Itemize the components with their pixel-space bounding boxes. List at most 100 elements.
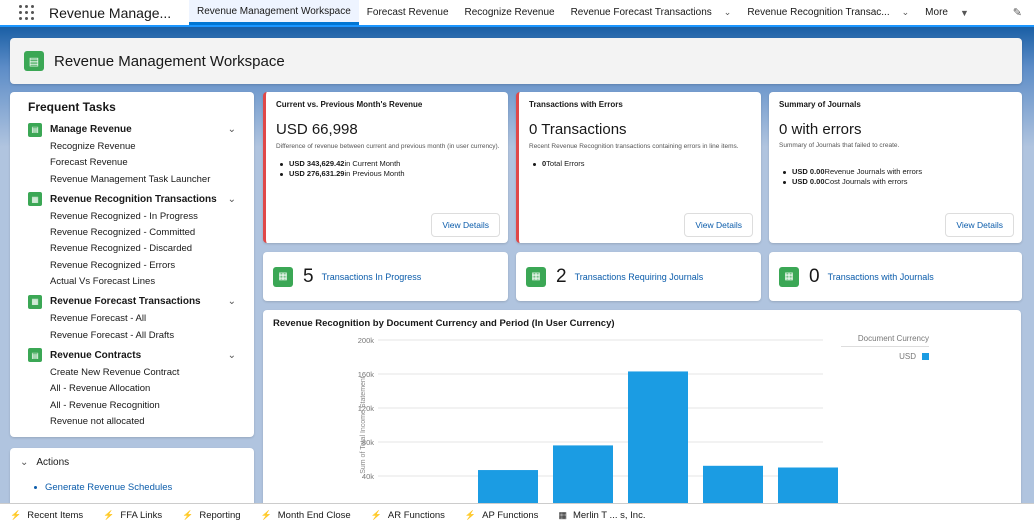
kpi-list-item: USD 276,631.29 in Previous Month bbox=[276, 169, 498, 179]
kpi-item-value: USD 343,629.42 bbox=[289, 159, 345, 168]
task-group-revenue-recognition-transactions[interactable]: ▦ Revenue Recognition Transactions ⌄ bbox=[28, 190, 236, 209]
tab-more[interactable]: More ▼ bbox=[917, 0, 977, 25]
chart-bar[interactable] bbox=[778, 467, 838, 511]
task-link[interactable]: Revenue Forecast - All bbox=[50, 313, 147, 325]
bullet-icon bbox=[783, 170, 786, 174]
chart-icon: ▤ bbox=[28, 122, 42, 137]
page-header: ▤ Revenue Management Workspace bbox=[10, 38, 1022, 84]
task-link[interactable]: Revenue Management Task Launcher bbox=[50, 173, 211, 185]
task-link[interactable]: Create New Revenue Contract bbox=[50, 366, 180, 378]
task-link[interactable]: Revenue Recognized - Committed bbox=[50, 227, 196, 239]
chart-bar[interactable] bbox=[628, 371, 688, 510]
bullet-icon bbox=[280, 172, 283, 176]
actions-header[interactable]: ⌄ Actions bbox=[10, 448, 254, 476]
kpi-list-item: USD 0.00 Cost Journals with errors bbox=[779, 177, 1012, 187]
chart-bar[interactable] bbox=[553, 445, 613, 510]
tab-label: Revenue Forecast Transactions bbox=[570, 7, 712, 18]
kpi-description: Summary of Journals that failed to creat… bbox=[779, 142, 900, 149]
y-axis-label: Sum of Total Income Statement bbox=[360, 376, 367, 474]
kpi-list-item: USD 343,629.42 in Current Month bbox=[276, 159, 498, 169]
task-link[interactable]: Forecast Revenue bbox=[50, 157, 128, 169]
task-group-revenue-contracts[interactable]: ▤ Revenue Contracts ⌄ bbox=[28, 346, 236, 365]
task-link[interactable]: All - Revenue Recognition bbox=[50, 399, 160, 411]
lightning-icon: ⚡ bbox=[464, 509, 477, 520]
kpi-item-text: in Current Month bbox=[344, 159, 401, 168]
legend-entry[interactable]: USD bbox=[841, 352, 929, 361]
task-group-label: Manage Revenue bbox=[50, 124, 132, 135]
utility-label: Reporting bbox=[199, 509, 241, 521]
kpi-title: Current vs. Previous Month's Revenue bbox=[276, 100, 423, 109]
actions-panel: ⌄ Actions Generate Revenue Schedules bbox=[10, 448, 254, 508]
task-link[interactable]: All - Revenue Allocation bbox=[50, 383, 151, 395]
bullet-icon bbox=[783, 180, 786, 184]
lightning-icon: ⚡ bbox=[103, 509, 115, 520]
tab-revenue-recognition-transactions[interactable]: Revenue Recognition Transac... ⌄ bbox=[739, 0, 917, 25]
chevron-down-icon[interactable]: ⌄ bbox=[227, 296, 236, 308]
revenue-chart-card: Revenue Recognition by Document Currency… bbox=[263, 310, 1021, 510]
transactions-icon: ▦ bbox=[526, 266, 546, 287]
tab-label: Revenue Management Workspace bbox=[197, 5, 351, 17]
task-link[interactable]: Revenue Recognized - Errors bbox=[50, 259, 176, 271]
lightning-icon: ⚡ bbox=[370, 509, 382, 520]
bullet-icon bbox=[34, 486, 37, 489]
kpi-item-text: Total Errors bbox=[546, 159, 585, 168]
view-details-button[interactable]: View Details bbox=[684, 213, 753, 237]
task-link[interactable]: Revenue not allocated bbox=[50, 415, 145, 427]
utility-item-reporting[interactable]: ⚡ Reporting bbox=[182, 510, 240, 521]
task-link[interactable]: Revenue Forecast - All Drafts bbox=[50, 329, 175, 341]
utility-item-ffa-links[interactable]: ⚡ FFA Links bbox=[103, 510, 162, 521]
task-link[interactable]: Revenue Recognized - In Progress bbox=[50, 210, 198, 222]
stat-link[interactable]: Transactions with Journals bbox=[827, 271, 934, 282]
y-tick-label: 80k bbox=[362, 438, 374, 447]
task-link[interactable]: Actual Vs Forecast Lines bbox=[50, 276, 156, 288]
utility-label: Merlin T ... s, Inc. bbox=[572, 509, 646, 521]
chevron-down-icon[interactable]: ⌄ bbox=[227, 124, 236, 135]
chevron-down-icon[interactable]: ⌄ bbox=[723, 7, 732, 17]
tab-revenue-forecast-transactions[interactable]: Revenue Forecast Transactions ⌄ bbox=[563, 0, 740, 25]
utility-item-recent-items[interactable]: ⚡ Recent Items bbox=[10, 510, 83, 521]
y-tick-label: 40k bbox=[362, 472, 374, 481]
page-title: Revenue Management Workspace bbox=[54, 52, 285, 70]
stat-link[interactable]: Transactions Requiring Journals bbox=[574, 271, 704, 282]
contract-icon: ▤ bbox=[28, 348, 42, 363]
stat-link[interactable]: Transactions In Progress bbox=[321, 271, 422, 282]
transactions-icon: ▦ bbox=[28, 192, 42, 207]
task-link[interactable]: Recognize Revenue bbox=[50, 141, 136, 152]
kpi-item-value: USD 276,631.29 bbox=[289, 169, 345, 178]
top-navigation-bar: Revenue Manage... Revenue Management Wor… bbox=[0, 0, 1034, 27]
utility-item-company[interactable]: ▦ Merlin T ... s, Inc. bbox=[558, 510, 645, 521]
view-details-button[interactable]: View Details bbox=[945, 213, 1014, 237]
utility-label: AP Functions bbox=[482, 509, 539, 521]
tab-label: Recognize Revenue bbox=[464, 7, 555, 18]
action-link-generate-revenue-schedules[interactable]: Generate Revenue Schedules bbox=[10, 482, 254, 493]
legend-label: USD bbox=[899, 352, 916, 361]
utility-item-month-end-close[interactable]: ⚡ Month End Close bbox=[261, 510, 351, 521]
task-group-manage-revenue[interactable]: ▤ Manage Revenue ⌄ bbox=[28, 120, 236, 139]
app-launcher-icon[interactable] bbox=[19, 4, 35, 21]
y-tick-label: 160k bbox=[358, 370, 375, 379]
utility-item-ar-functions[interactable]: ⚡ AR Functions bbox=[371, 510, 445, 521]
app-name: Revenue Manage... bbox=[49, 4, 172, 21]
stat-value: 5 bbox=[303, 265, 314, 287]
stat-value: 2 bbox=[556, 265, 567, 287]
tab-recognize-revenue[interactable]: Recognize Revenue bbox=[457, 0, 563, 25]
bullet-icon bbox=[280, 162, 283, 166]
chevron-down-icon[interactable]: ⌄ bbox=[901, 7, 910, 17]
chevron-down-icon[interactable]: ⌄ bbox=[20, 456, 29, 468]
y-tick-label: 120k bbox=[358, 404, 375, 413]
chevron-down-icon[interactable]: ⌄ bbox=[227, 193, 236, 205]
chart-bar[interactable] bbox=[703, 465, 763, 510]
kpi-value: USD 66,998 bbox=[276, 121, 358, 138]
chevron-down-icon[interactable]: ⌄ bbox=[227, 349, 236, 361]
tab-revenue-management-workspace[interactable]: Revenue Management Workspace bbox=[189, 0, 359, 25]
kpi-description: Recent Revenue Recognition transactions … bbox=[529, 143, 739, 150]
view-details-button[interactable]: View Details bbox=[431, 213, 500, 237]
tab-forecast-revenue[interactable]: Forecast Revenue bbox=[359, 0, 457, 25]
stat-value: 0 bbox=[809, 265, 820, 287]
legend-swatch bbox=[922, 353, 929, 360]
edit-nav-pencil-icon[interactable]: ✎ bbox=[1012, 7, 1022, 19]
task-group-revenue-forecast-transactions[interactable]: ▦ Revenue Forecast Transactions ⌄ bbox=[28, 292, 236, 311]
utility-item-ap-functions[interactable]: ⚡ AP Functions bbox=[465, 510, 539, 521]
task-link[interactable]: Revenue Recognized - Discarded bbox=[50, 243, 193, 255]
utility-label: Recent Items bbox=[27, 509, 84, 521]
